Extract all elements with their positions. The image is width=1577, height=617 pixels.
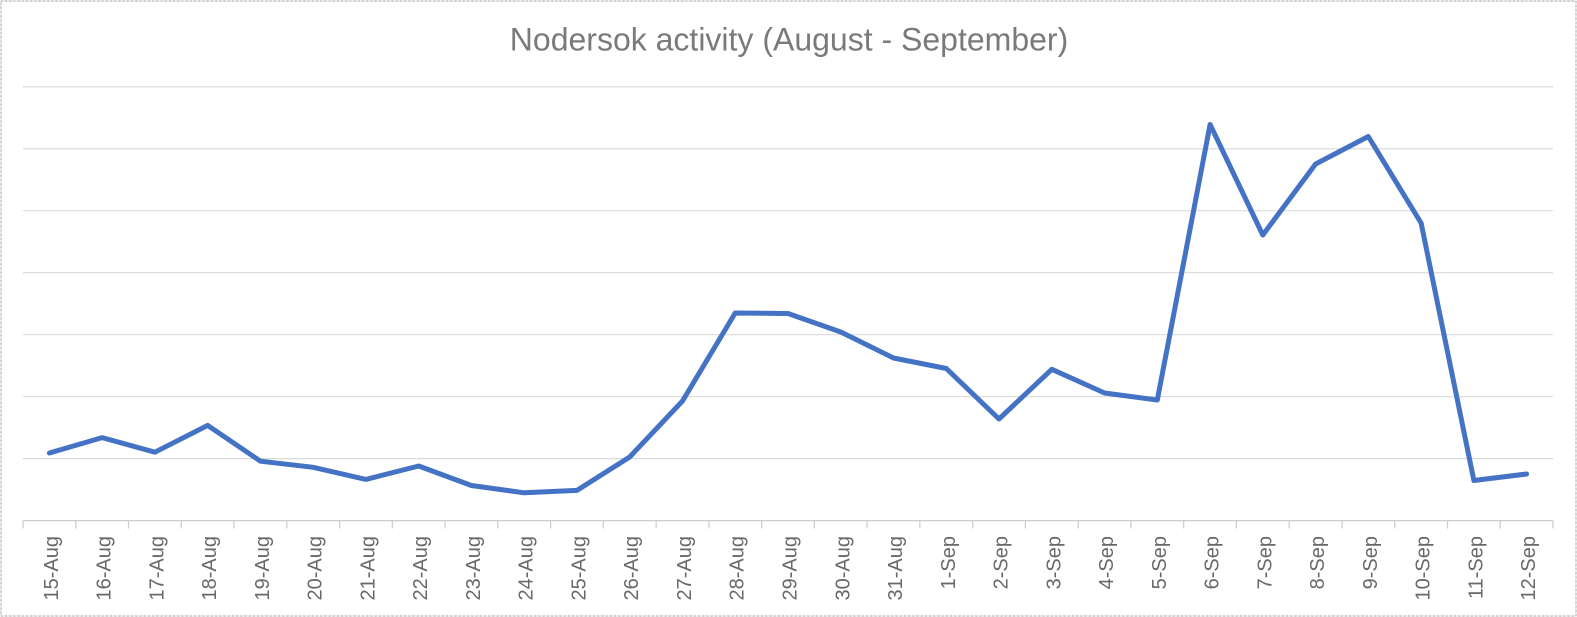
svg-text:22-Aug: 22-Aug	[410, 536, 432, 601]
svg-text:24-Aug: 24-Aug	[516, 536, 538, 601]
svg-text:4-Sep: 4-Sep	[1096, 536, 1118, 589]
svg-text:9-Sep: 9-Sep	[1360, 536, 1382, 589]
svg-text:17-Aug: 17-Aug	[146, 536, 168, 601]
svg-text:Nodersok activity (August - Se: Nodersok activity (August - September)	[510, 22, 1068, 58]
svg-text:6-Sep: 6-Sep	[1202, 536, 1224, 589]
svg-text:15-Aug: 15-Aug	[41, 536, 63, 601]
svg-text:29-Aug: 29-Aug	[780, 536, 802, 601]
svg-text:11-Sep: 11-Sep	[1465, 536, 1487, 599]
svg-text:31-Aug: 31-Aug	[885, 536, 907, 601]
svg-text:26-Aug: 26-Aug	[621, 536, 643, 601]
svg-text:8-Sep: 8-Sep	[1307, 536, 1329, 589]
svg-text:12-Sep: 12-Sep	[1518, 536, 1540, 601]
svg-text:30-Aug: 30-Aug	[832, 536, 854, 601]
svg-text:23-Aug: 23-Aug	[463, 536, 485, 601]
svg-text:25-Aug: 25-Aug	[569, 536, 591, 601]
svg-text:21-Aug: 21-Aug	[357, 536, 379, 601]
svg-text:20-Aug: 20-Aug	[305, 536, 327, 601]
svg-text:3-Sep: 3-Sep	[1043, 536, 1065, 589]
svg-text:18-Aug: 18-Aug	[199, 536, 221, 601]
svg-text:16-Aug: 16-Aug	[94, 536, 116, 601]
svg-text:10-Sep: 10-Sep	[1413, 536, 1435, 601]
svg-text:7-Sep: 7-Sep	[1254, 536, 1276, 589]
svg-text:28-Aug: 28-Aug	[727, 536, 749, 601]
svg-text:19-Aug: 19-Aug	[252, 536, 274, 601]
svg-text:27-Aug: 27-Aug	[674, 536, 696, 601]
svg-text:2-Sep: 2-Sep	[991, 536, 1013, 589]
svg-text:1-Sep: 1-Sep	[938, 536, 960, 589]
svg-text:5-Sep: 5-Sep	[1149, 536, 1171, 589]
